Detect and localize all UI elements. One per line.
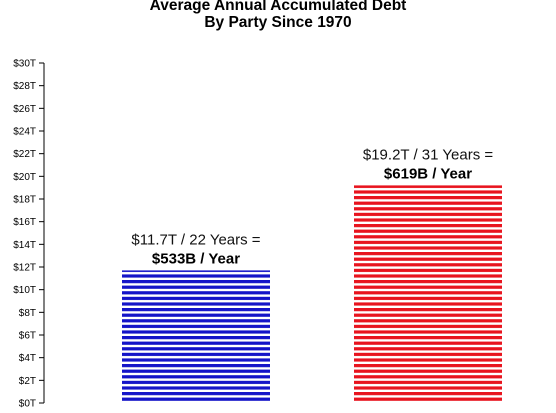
- annotations-group: $11.7T / 22 Years = $533B / Year $19.2T / …: [131, 146, 493, 267]
- chart-title: Average Annual Accumulated Debt By Party…: [0, 0, 556, 31]
- bar-1-annotation-line-2: $533B / Year: [152, 250, 240, 267]
- y-tick-label: $6T: [19, 331, 36, 342]
- chart-title-line-1: Average Annual Accumulated Debt: [149, 0, 407, 14]
- chart-title-line-2: By Party Since 1970: [204, 14, 352, 31]
- y-tick-label: $12T: [13, 263, 36, 274]
- y-tick-label: $10T: [13, 285, 36, 296]
- y-tick-label: $18T: [13, 195, 36, 206]
- y-tick-label: $20T: [13, 172, 36, 183]
- y-tick-label: $22T: [13, 149, 36, 160]
- bar-1: [122, 270, 270, 403]
- y-tick-label: $4T: [19, 353, 36, 364]
- bar-2-annotation-line-2: $619B / Year: [384, 165, 472, 182]
- y-tick-label: $2T: [19, 376, 36, 387]
- bars-group: [122, 185, 502, 403]
- y-tick-label: $26T: [13, 104, 36, 115]
- bar-2-annotation-line-1: $19.2T / 31 Years =: [363, 146, 493, 163]
- y-tick-label: $8T: [19, 308, 36, 319]
- y-tick-label: $24T: [13, 127, 36, 138]
- bar-2: [354, 185, 502, 403]
- bar-1-annotation-line-1: $11.7T / 22 Years =: [131, 231, 260, 248]
- y-axis: $0T $2T $4T $6T $8T $10T $12T $14T $16T $18T $20T $…: [13, 59, 45, 410]
- y-tick-label: $14T: [13, 240, 36, 251]
- y-tick-label: $16T: [13, 217, 36, 228]
- y-tick-label: $30T: [13, 59, 36, 70]
- y-tick-label: $0T: [19, 399, 36, 410]
- y-tick-label: $28T: [13, 81, 36, 92]
